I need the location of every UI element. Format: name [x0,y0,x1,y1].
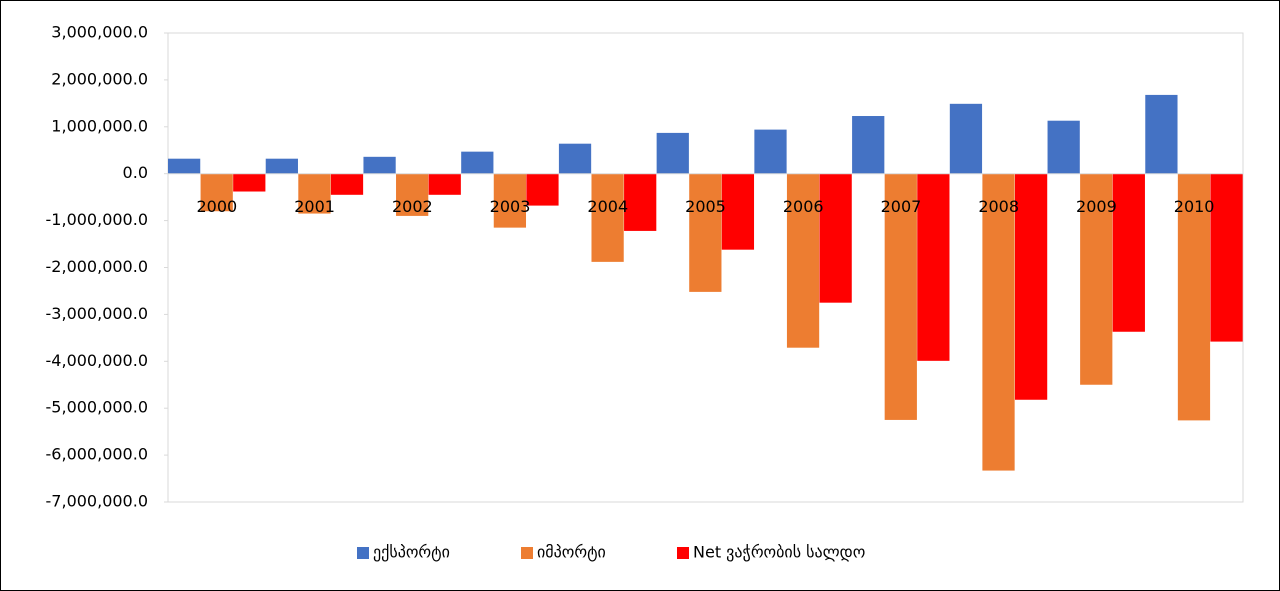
y-tick-label: -6,000,000.0 [46,445,148,464]
bar [200,173,233,212]
x-tick-label: 2006 [783,197,824,216]
bar [982,173,1015,471]
x-tick-label: 2005 [685,197,726,216]
y-tick-label: 0.0 [123,163,148,182]
bar [884,173,917,420]
bar [721,173,755,250]
x-tick-label: 2008 [978,197,1019,216]
y-tick-label: 2,000,000.0 [51,69,148,88]
bar [558,143,592,174]
bar [265,158,298,174]
bar [852,116,885,174]
bar [1080,173,1113,385]
legend-label: ექსპორტი [373,543,450,562]
bar [298,173,331,214]
bar [168,158,201,174]
bar [330,173,364,195]
bar [396,173,429,216]
x-tick-label: 2002 [392,197,433,216]
bar [591,173,624,262]
bar [949,103,983,174]
bar [1047,120,1080,174]
y-tick-label: -2,000,000.0 [46,257,148,276]
bar [754,129,787,174]
x-tick-label: 2003 [490,197,531,216]
bar [1210,173,1243,342]
x-tick-label: 2000 [197,197,238,216]
bar [1014,173,1048,400]
bar [819,173,852,303]
bar [1177,173,1211,421]
y-tick-label: 3,000,000.0 [51,23,148,42]
y-tick-label: -1,000,000.0 [46,210,148,229]
bar [233,173,266,192]
bar [526,173,559,206]
x-tick-label: 2007 [881,197,922,216]
y-tick-label: -4,000,000.0 [46,351,148,370]
bar [786,173,820,348]
y-tick-label: -3,000,000.0 [46,304,148,323]
bar [1112,173,1145,332]
x-tick-label: 2009 [1076,197,1117,216]
y-tick-label: 1,000,000.0 [51,116,148,135]
legend-swatch [357,547,369,559]
bar [493,173,527,228]
bar [461,151,494,174]
bar [656,132,689,174]
bar [428,173,461,195]
bar [1145,94,1178,174]
bar [917,173,950,361]
x-tick-label: 2001 [294,197,335,216]
y-tick-label: -5,000,000.0 [46,398,148,417]
bar [689,173,722,292]
legend-swatch [521,547,533,559]
x-tick-label: 2004 [587,197,628,216]
bar [363,156,396,174]
bar [624,173,657,231]
legend-swatch [677,547,689,559]
y-tick-label: -7,000,000.0 [46,492,148,511]
legend-label: იმპორტი [537,543,606,562]
legend-label: Net ვაჭრობის სალდო [693,543,865,562]
x-tick-label: 2010 [1174,197,1215,216]
